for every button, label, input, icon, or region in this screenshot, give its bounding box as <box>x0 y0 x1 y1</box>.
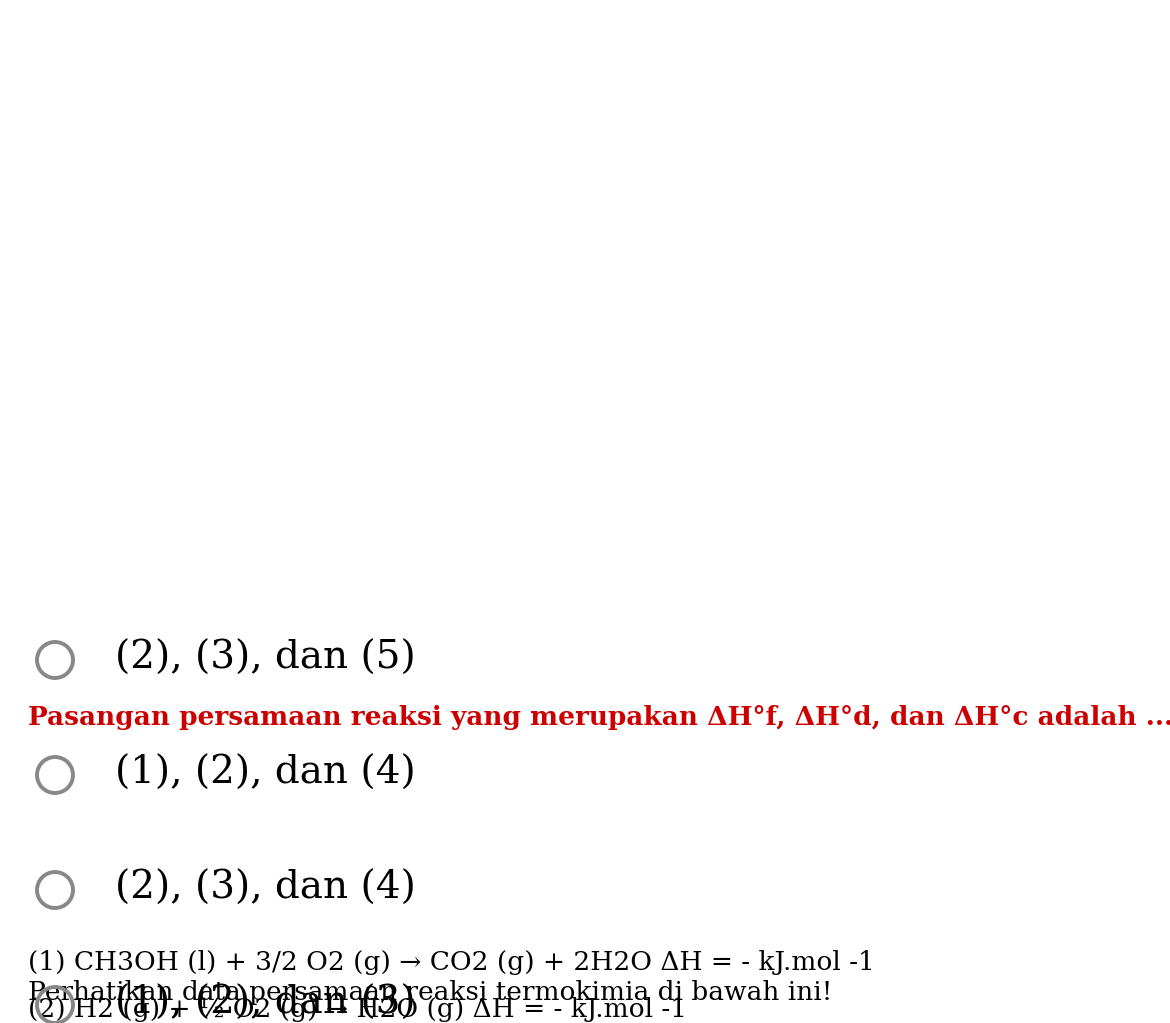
Text: (1), (2), dan (3): (1), (2), dan (3) <box>115 985 415 1022</box>
Text: (2), (3), dan (4): (2), (3), dan (4) <box>115 870 415 907</box>
Text: (2), (3), dan (5): (2), (3), dan (5) <box>115 640 415 677</box>
Text: Perhatikan data persamaan reaksi termokimia di bawah ini!: Perhatikan data persamaan reaksi termoki… <box>28 980 832 1005</box>
Text: Pasangan persamaan reaksi yang merupakan ΔH°f, ΔH°d, dan ΔH°c adalah ....: Pasangan persamaan reaksi yang merupakan… <box>28 705 1170 730</box>
Text: (1), (2), dan (4): (1), (2), dan (4) <box>115 755 415 792</box>
Text: (1) CH3OH (l) + 3/2 O2 (g) → CO2 (g) + 2H2O ΔH = - kJ.mol -1: (1) CH3OH (l) + 3/2 O2 (g) → CO2 (g) + 2… <box>28 950 875 975</box>
Text: (2) H2 (g) + ½ O2 (g) → H2O (g) ΔH = - kJ.mol -1: (2) H2 (g) + ½ O2 (g) → H2O (g) ΔH = - k… <box>28 997 687 1022</box>
